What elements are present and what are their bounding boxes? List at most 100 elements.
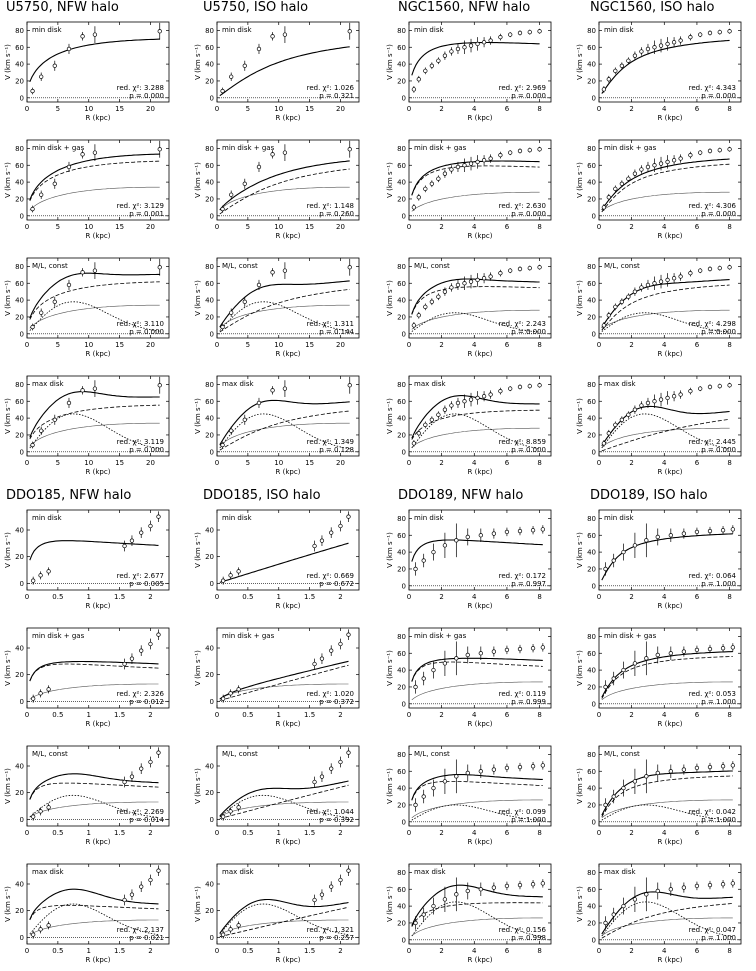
x-tick-label: 4 xyxy=(472,341,477,349)
y-tick-label: 40 xyxy=(397,785,406,793)
panel-frame xyxy=(26,21,170,103)
data-point xyxy=(122,897,127,903)
data-point xyxy=(688,35,693,40)
x-tick-label: 0.5 xyxy=(242,711,253,719)
gas-curve xyxy=(29,683,159,700)
stellar-curve xyxy=(219,413,350,450)
x-tick-label: 0.5 xyxy=(242,829,253,837)
data-point xyxy=(465,652,470,658)
model-label: max disk xyxy=(414,380,447,388)
data-point xyxy=(66,164,72,170)
data-point xyxy=(668,769,673,774)
data-point xyxy=(455,46,461,52)
x-tick-label: 0 xyxy=(215,223,219,231)
y-tick-label: 40 xyxy=(205,179,214,187)
y-tick-label: 60 xyxy=(587,886,596,894)
galaxy-title-6: DDO189, NFW halo xyxy=(398,488,524,503)
data-point xyxy=(416,431,421,436)
x-tick-label: 4 xyxy=(662,947,667,955)
chi2-label: red. χ²: 1.311 xyxy=(307,320,354,328)
data-point xyxy=(491,767,497,772)
halo-curve xyxy=(601,418,730,452)
x-tick-label: 8 xyxy=(537,341,541,349)
data-point xyxy=(429,299,435,304)
x-tick-label: 0 xyxy=(25,829,29,837)
y-axis-label: V (km s⁻¹) xyxy=(4,886,12,922)
x-tick-label: 4 xyxy=(472,947,477,955)
data-point xyxy=(601,441,607,446)
y-tick-label: 20 xyxy=(587,565,596,573)
data-point xyxy=(698,386,703,391)
panel-frame xyxy=(26,745,170,827)
data-point xyxy=(312,661,317,667)
p-value-label: p = 1.000 xyxy=(511,816,546,824)
data-point xyxy=(454,656,459,661)
data-point xyxy=(139,648,144,653)
y-tick-label: 60 xyxy=(205,44,214,52)
y-tick-label: 20 xyxy=(205,553,214,561)
p-value-label: p = 0.144 xyxy=(319,328,354,336)
x-tick-label: 6 xyxy=(695,341,700,349)
data-point xyxy=(139,530,144,535)
x-tick-label: 1 xyxy=(277,947,281,955)
model-label: M/L, const xyxy=(222,750,258,758)
data-point xyxy=(517,764,523,770)
x-tick-label: 1 xyxy=(87,593,91,601)
data-point xyxy=(694,765,700,771)
y-axis-label: V (km s⁻¹) xyxy=(386,532,394,568)
data-point xyxy=(431,903,436,909)
halo-curve xyxy=(411,165,540,196)
data-point xyxy=(416,77,421,82)
data-point xyxy=(256,400,262,406)
halo-curve xyxy=(411,902,543,927)
data-point xyxy=(468,397,474,402)
x-tick-label: 10 xyxy=(274,459,283,467)
data-point xyxy=(527,383,532,389)
y-tick-label: 60 xyxy=(397,398,406,406)
x-axis-label: R (kpc) xyxy=(86,114,111,122)
y-tick-label: 40 xyxy=(587,785,596,793)
chi2-label: red. χ²: 4.343 xyxy=(689,84,736,92)
model-label: max disk xyxy=(414,868,447,876)
y-axis-label: V (km s⁻¹) xyxy=(194,398,202,434)
x-tick-label: 4 xyxy=(472,459,477,467)
total-model-curve xyxy=(29,888,159,920)
data-point xyxy=(707,148,713,154)
data-point xyxy=(442,171,448,176)
data-point xyxy=(603,920,608,926)
data-point xyxy=(156,632,161,637)
y-tick-label: 20 xyxy=(587,431,596,439)
y-tick-label: 60 xyxy=(397,44,406,52)
y-tick-label: 0 xyxy=(20,934,24,942)
total-model-curve xyxy=(219,660,349,700)
y-tick-label: 20 xyxy=(15,907,24,915)
y-axis-label: V (km s⁻¹) xyxy=(194,532,202,568)
data-point xyxy=(517,882,523,888)
data-point xyxy=(442,407,448,412)
data-point xyxy=(632,543,638,548)
x-tick-label: 4 xyxy=(472,593,477,601)
y-tick-label: 60 xyxy=(587,768,596,776)
data-point xyxy=(508,150,513,155)
halo-curve xyxy=(29,160,160,202)
data-point xyxy=(229,310,234,315)
data-point xyxy=(92,32,98,37)
p-value-label: p = 0.321 xyxy=(319,92,354,100)
x-tick-label: 8 xyxy=(727,947,731,955)
galaxy-title-0: U5750, NFW halo xyxy=(6,0,119,15)
x-axis-label: R (kpc) xyxy=(658,468,683,476)
x-tick-label: 2 xyxy=(338,711,342,719)
x-axis-label: R (kpc) xyxy=(658,720,683,728)
y-tick-label: 60 xyxy=(15,44,24,52)
stellar-curve xyxy=(219,301,350,332)
x-axis-label: R (kpc) xyxy=(276,468,301,476)
data-point xyxy=(688,389,693,394)
y-tick-label: 40 xyxy=(205,415,214,423)
model-label: M/L, const xyxy=(222,262,258,270)
gas-curve xyxy=(219,304,350,329)
x-tick-label: 8 xyxy=(537,459,541,467)
y-tick-label: 0 xyxy=(402,212,406,220)
